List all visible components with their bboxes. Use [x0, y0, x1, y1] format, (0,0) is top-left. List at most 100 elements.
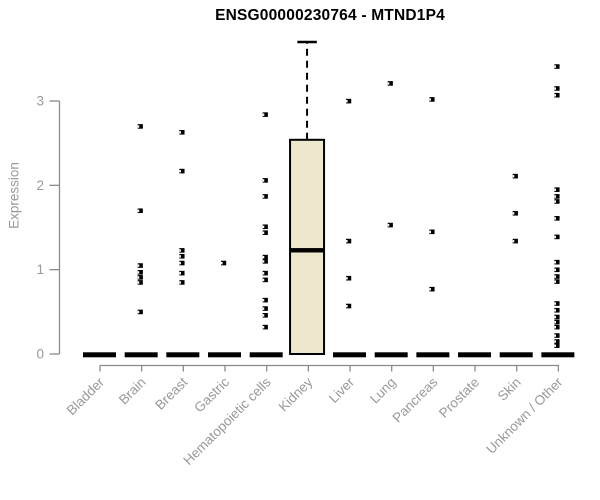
outlier-point-notch — [137, 271, 140, 274]
outlier-point — [346, 303, 352, 309]
outlier-point — [221, 260, 227, 266]
outlier-point — [554, 333, 560, 338]
y-tick-label: 0 — [36, 347, 44, 362]
flat-box — [499, 352, 533, 358]
outlier-point-notch — [137, 310, 140, 314]
outlier-point — [387, 81, 393, 86]
outlier-point-notch — [137, 276, 140, 279]
outlier-point — [179, 253, 185, 259]
outlier-point — [512, 173, 518, 179]
outlier-point-notch — [554, 302, 556, 305]
y-tick-label: 2 — [36, 178, 44, 193]
flat-box — [166, 352, 200, 358]
x-tick-label: Brain — [116, 375, 149, 408]
flat-box — [541, 352, 575, 358]
outlier-point-notch — [554, 315, 556, 319]
flat-box — [249, 352, 283, 358]
outlier-point-notch — [554, 195, 556, 198]
outlier-point-notch — [554, 188, 556, 191]
outlier-point-notch — [262, 231, 265, 234]
outlier-point — [179, 260, 185, 266]
outlier-point-notch — [554, 200, 556, 203]
x-tick-label: Lung — [367, 375, 399, 407]
outlier-point-notch — [554, 235, 556, 239]
flat-box — [416, 352, 450, 358]
outlier-point-notch — [346, 239, 348, 243]
flat-box — [333, 352, 367, 358]
y-tick-label: 3 — [36, 94, 44, 109]
outlier-point — [429, 286, 435, 292]
outlier-point-notch — [262, 179, 265, 182]
outlier-point — [262, 277, 268, 283]
outlier-point-notch — [262, 299, 265, 302]
outlier-point-notch — [179, 272, 181, 275]
outlier-point — [346, 238, 352, 244]
outlier-point — [262, 178, 268, 183]
outlier-point-notch — [137, 281, 140, 284]
outlier-point — [262, 259, 268, 264]
x-tick-label: Bladder — [64, 374, 108, 418]
x-tick-label: Breast — [152, 374, 190, 412]
outlier-point — [554, 343, 560, 348]
outlier-point — [262, 230, 268, 235]
x-tick-label: Kidney — [276, 374, 316, 414]
outlier-point — [512, 238, 518, 244]
outlier-point-notch — [262, 326, 265, 329]
y-tick-label: 1 — [36, 262, 44, 277]
outlier-point — [179, 168, 185, 174]
outlier-point-notch — [179, 170, 181, 173]
flat-box — [208, 352, 242, 358]
outlier-point-notch — [512, 239, 515, 243]
outlier-point — [262, 297, 268, 303]
outlier-point — [137, 263, 143, 268]
chart-title: ENSG00000230764 - MTND1P4 — [215, 7, 445, 24]
outlier-point-notch — [221, 261, 223, 265]
outlier-point — [346, 98, 352, 104]
outlier-point-notch — [512, 175, 515, 178]
outlier-point-notch — [554, 280, 556, 283]
outlier-point-notch — [262, 260, 265, 263]
outlier-point — [554, 274, 560, 279]
outlier-point — [554, 92, 560, 98]
outlier-point-notch — [554, 65, 556, 68]
x-tick-label: Liver — [326, 374, 358, 406]
outlier-point-notch — [429, 98, 431, 101]
outlier-point-notch — [554, 94, 556, 97]
outlier-point-notch — [179, 261, 181, 265]
outlier-point — [179, 270, 185, 276]
flat-box — [374, 352, 408, 358]
outlier-point-notch — [346, 277, 348, 280]
outlier-point-notch — [179, 131, 181, 134]
outlier-point — [262, 313, 268, 318]
outlier-point-notch — [554, 340, 556, 343]
outlier-point-notch — [554, 87, 556, 90]
x-tick-label: Skin — [495, 375, 524, 404]
outlier-point-notch — [262, 225, 265, 229]
outlier-point-notch — [262, 314, 265, 317]
outlier-point — [262, 254, 268, 260]
outlier-point-notch — [137, 209, 140, 213]
outlier-point — [262, 306, 268, 311]
outlier-point-notch — [554, 320, 556, 324]
outlier-point — [262, 270, 268, 276]
outlier-point-notch — [179, 281, 181, 284]
box — [289, 138, 326, 355]
outlier-point — [262, 194, 268, 199]
flat-box — [83, 352, 116, 358]
outlier-point — [137, 309, 143, 315]
outlier-point — [554, 279, 560, 284]
outlier-point — [387, 222, 393, 228]
outlier-point — [346, 275, 352, 281]
flat-box — [458, 352, 492, 358]
outlier-point — [554, 307, 560, 313]
outlier-point — [554, 259, 560, 265]
outlier-point — [137, 208, 143, 214]
outlier-point — [179, 248, 185, 253]
outlier-point — [554, 64, 560, 69]
outlier-point-notch — [262, 113, 265, 116]
outlier-point — [512, 210, 518, 216]
outlier-point-notch — [137, 264, 140, 267]
outlier-point-notch — [554, 217, 556, 220]
outlier-point — [554, 339, 560, 344]
